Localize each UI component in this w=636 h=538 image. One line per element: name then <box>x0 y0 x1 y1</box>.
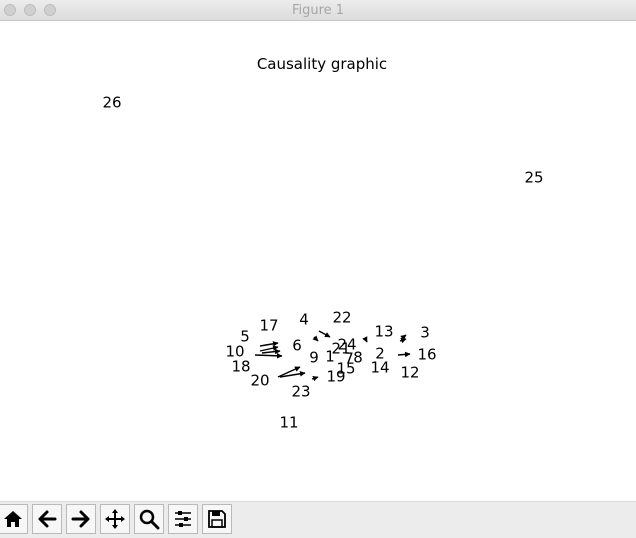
back-button[interactable] <box>32 504 62 534</box>
node-label-5: 5 <box>240 328 250 346</box>
zoom-button[interactable] <box>134 504 164 534</box>
node-label-22: 22 <box>332 309 351 327</box>
save-icon <box>208 510 226 528</box>
node-label-25: 25 <box>524 169 543 187</box>
node-label-13: 13 <box>374 323 393 341</box>
close-window-button[interactable] <box>4 4 16 16</box>
node-label-2: 2 <box>375 345 385 363</box>
edge-22-21 <box>362 336 368 343</box>
edge-17-10 <box>259 341 279 347</box>
zoom-icon <box>139 509 160 530</box>
save-button[interactable] <box>202 504 232 534</box>
node-label-15: 15 <box>336 360 355 378</box>
node-label-21: 21 <box>331 340 350 358</box>
node-label-8: 8 <box>353 349 363 367</box>
node-label-14: 14 <box>370 359 389 377</box>
edge-23-20 <box>279 371 306 378</box>
edge-5-10 <box>259 345 279 352</box>
node-label-11: 11 <box>279 414 298 432</box>
edge-3-13 <box>399 337 407 344</box>
node-label-7: 7 <box>344 350 354 368</box>
node-label-26: 26 <box>102 94 121 112</box>
node-label-6: 6 <box>292 337 302 355</box>
navigation-toolbar <box>0 501 636 538</box>
pan-button[interactable] <box>100 504 130 534</box>
node-label-20: 20 <box>250 372 269 390</box>
edge-18-10 <box>254 353 283 359</box>
edge-13-3 <box>400 334 407 341</box>
edge-4-1 <box>318 330 331 338</box>
edge-6-10 <box>261 348 281 355</box>
forward-button[interactable] <box>66 504 96 534</box>
node-label-12: 12 <box>400 364 419 382</box>
edge-19-23 <box>311 375 319 382</box>
zoom-window-button[interactable] <box>44 4 56 16</box>
edge-20-9 <box>277 366 301 378</box>
chart-title: Causality graphic <box>256 55 388 73</box>
window-title: Figure 1 <box>291 3 345 18</box>
node-label-18: 18 <box>231 358 250 376</box>
node-label-10: 10 <box>225 343 244 361</box>
node-label-17: 17 <box>259 317 278 335</box>
move-icon <box>105 509 125 529</box>
arrow-left-icon <box>38 510 57 528</box>
minimize-window-button[interactable] <box>24 4 36 16</box>
node-label-16: 16 <box>417 346 436 364</box>
node-label-9: 9 <box>309 349 319 367</box>
node-label-3: 3 <box>420 324 430 342</box>
configure-subplots-button[interactable] <box>168 504 198 534</box>
sliders-icon <box>175 511 191 527</box>
home-button[interactable] <box>0 504 28 534</box>
node-label-1: 1 <box>325 348 335 366</box>
home-icon <box>4 511 22 527</box>
arrow-right-icon <box>71 510 90 528</box>
node-label-19: 19 <box>326 368 345 386</box>
node-label-23: 23 <box>291 383 310 401</box>
node-label-4: 4 <box>299 311 309 329</box>
node-label-24: 24 <box>337 336 356 354</box>
edge-16-12 <box>397 351 411 358</box>
edge-24-21 <box>312 335 319 342</box>
figure-canvas[interactable]: Causality graphic 1 2 3 4 5 6 7 8 9 10 11 12 13 14 15 1… <box>0 21 636 501</box>
window-titlebar: Figure 1 <box>0 0 636 21</box>
